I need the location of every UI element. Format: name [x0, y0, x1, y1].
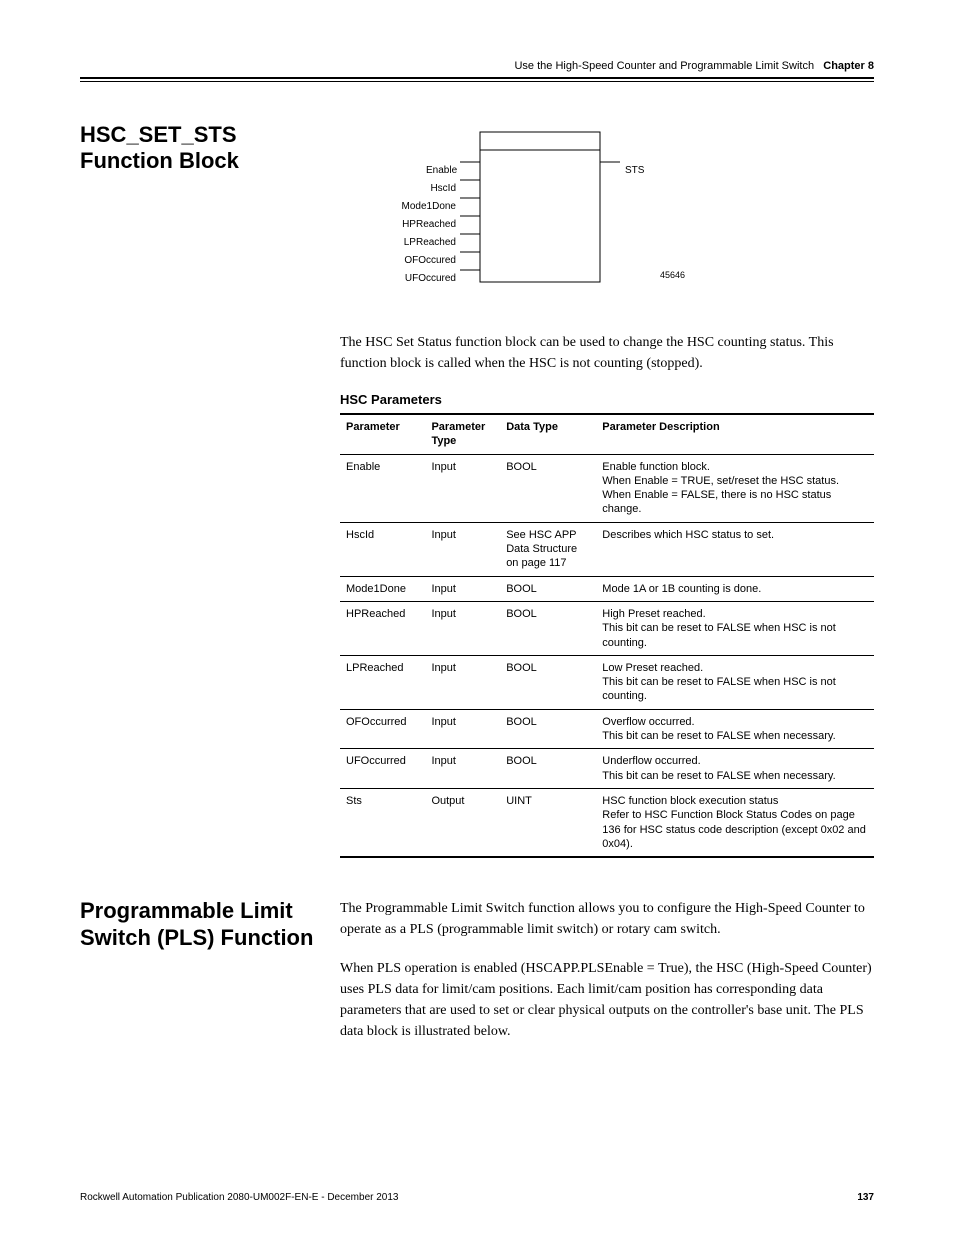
table-cell: OFOccurred [340, 709, 425, 749]
table-cell: Enable function block. When Enable = TRU… [596, 454, 874, 522]
chapter-label: Chapter 8 [823, 60, 874, 72]
table-cell: HSC function block execution status Refe… [596, 788, 874, 857]
section2-content: The Programmable Limit Switch function a… [340, 898, 874, 1060]
diag-out-0: STS [625, 165, 644, 176]
table-cell: Overflow occurred. This bit can be reset… [596, 709, 874, 749]
diagram-id: 45646 [660, 270, 685, 280]
section-heading: HSC_SET_STS Function Block [80, 122, 340, 858]
table-row: HscIdInputSee HSC APP Data Structure on … [340, 522, 874, 576]
table-cell: See HSC APP Data Structure on page 117 [500, 522, 596, 576]
table-cell: Input [425, 576, 500, 601]
table-row: UFOccurredInputBOOLUnderflow occurred. T… [340, 749, 874, 789]
table-cell: Mode 1A or 1B counting is done. [596, 576, 874, 601]
table-cell: Input [425, 601, 500, 655]
th-2: Data Type [500, 414, 596, 454]
table-cell: Input [425, 749, 500, 789]
diag-in-1: HscId [426, 183, 456, 194]
table-cell: BOOL [500, 655, 596, 709]
section2-heading: Programmable Limit Switch (PLS) Function [80, 898, 340, 1060]
table-cell: BOOL [500, 576, 596, 601]
table-cell: BOOL [500, 601, 596, 655]
section2-p2: When PLS operation is enabled (HSCAPP.PL… [340, 958, 874, 1042]
header-rule-thin [80, 81, 874, 82]
diag-in-2: Mode1Done [400, 201, 456, 212]
table-cell: Input [425, 522, 500, 576]
table-row: HPReachedInputBOOLHigh Preset reached. T… [340, 601, 874, 655]
table-cell: Describes which HSC status to set. [596, 522, 874, 576]
table-title: HSC Parameters [340, 392, 874, 407]
table-cell: Low Preset reached. This bit can be rese… [596, 655, 874, 709]
header-rule-thick [80, 77, 874, 79]
diag-in-6: UFOccured [400, 273, 456, 284]
section2-p1: The Programmable Limit Switch function a… [340, 898, 874, 940]
table-cell: Input [425, 454, 500, 522]
table-cell: Sts [340, 788, 425, 857]
page: Use the High-Speed Counter and Programma… [0, 0, 954, 1235]
table-cell: Underflow occurred. This bit can be rese… [596, 749, 874, 789]
section1-paragraph: The HSC Set Status function block can be… [340, 332, 874, 374]
table-row: OFOccurredInputBOOLOverflow occurred. Th… [340, 709, 874, 749]
table-cell: BOOL [500, 454, 596, 522]
table-cell: Input [425, 709, 500, 749]
table-row: EnableInputBOOLEnable function block. Wh… [340, 454, 874, 522]
table-cell: UFOccurred [340, 749, 425, 789]
section-pls: Programmable Limit Switch (PLS) Function… [80, 898, 874, 1060]
footer-page: 137 [857, 1192, 874, 1203]
table-header-row: Parameter Parameter Type Data Type Param… [340, 414, 874, 454]
table-row: StsOutputUINTHSC function block executio… [340, 788, 874, 857]
diag-in-3: HPReached [400, 219, 456, 230]
table-cell: BOOL [500, 749, 596, 789]
page-footer: Rockwell Automation Publication 2080-UM0… [80, 1192, 874, 1203]
table-cell: HPReached [340, 601, 425, 655]
diag-in-5: OFOccured [400, 255, 456, 266]
section-content: HSC Enable HscId [340, 122, 874, 858]
th-1: Parameter Type [425, 414, 500, 454]
th-3: Parameter Description [596, 414, 874, 454]
table-cell: Mode1Done [340, 576, 425, 601]
table-cell: UINT [500, 788, 596, 857]
diag-in-0: Enable [426, 165, 456, 176]
diag-in-4: LPReached [400, 237, 456, 248]
table-row: LPReachedInputBOOLLow Preset reached. Th… [340, 655, 874, 709]
table-row: Mode1DoneInputBOOLMode 1A or 1B counting… [340, 576, 874, 601]
table-cell: Enable [340, 454, 425, 522]
footer-pub: Rockwell Automation Publication 2080-UM0… [80, 1192, 398, 1203]
table-cell: High Preset reached. This bit can be res… [596, 601, 874, 655]
th-0: Parameter [340, 414, 425, 454]
header-text: Use the High-Speed Counter and Programma… [514, 60, 814, 72]
table-cell: HscId [340, 522, 425, 576]
hsc-block-diagram: HSC Enable HscId [340, 122, 874, 312]
table-cell: Input [425, 655, 500, 709]
hsc-parameters-table: Parameter Parameter Type Data Type Param… [340, 413, 874, 858]
running-header: Use the High-Speed Counter and Programma… [80, 60, 874, 77]
table-cell: BOOL [500, 709, 596, 749]
table-cell: LPReached [340, 655, 425, 709]
section-hsc-set-sts: HSC_SET_STS Function Block HSC [80, 122, 874, 858]
table-cell: Output [425, 788, 500, 857]
